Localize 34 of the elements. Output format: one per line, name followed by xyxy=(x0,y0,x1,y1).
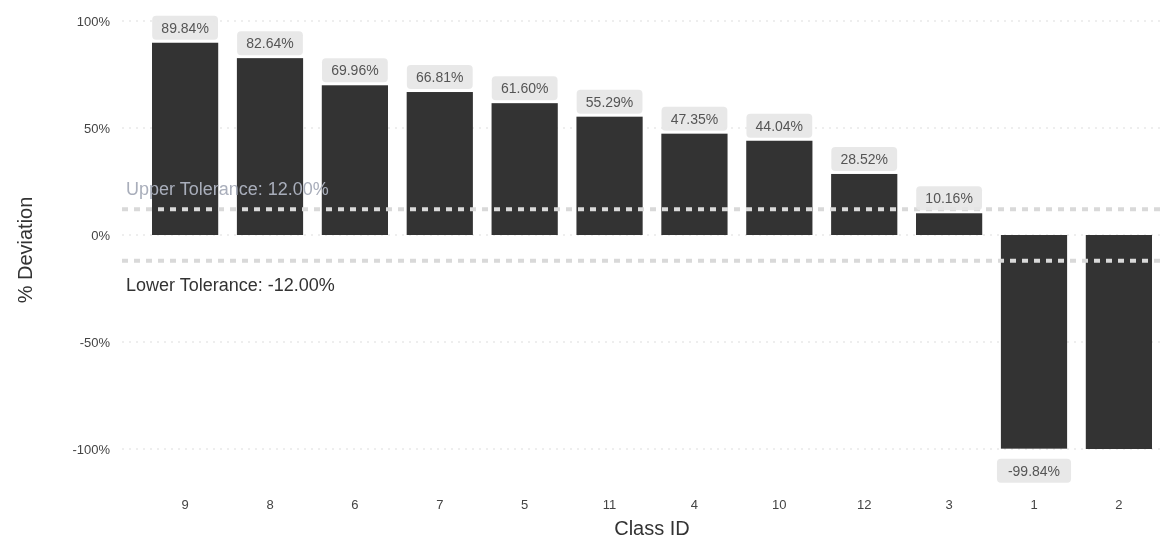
x-tick-label: 12 xyxy=(856,497,872,512)
x-tick-label: 3 xyxy=(945,497,953,512)
y-axis-title: % Deviation xyxy=(14,196,36,304)
y-tick-label: -100% xyxy=(72,441,111,457)
x-axis-title: Class ID xyxy=(614,517,690,539)
x-tick-label: 5 xyxy=(521,497,529,512)
data-label: 82.64% xyxy=(246,35,294,52)
ref-line-label: Lower Tolerance: -12.00% xyxy=(126,274,335,295)
data-label: -99.84% xyxy=(1007,462,1061,479)
data-label: 89.84% xyxy=(161,19,209,36)
y-tick-label: 50% xyxy=(83,120,111,136)
x-tick-label: 7 xyxy=(436,497,444,512)
x-tick-label: 6 xyxy=(351,497,359,512)
data-label: 44.04% xyxy=(755,117,804,134)
bar xyxy=(1000,235,1068,449)
data-label: 47.35% xyxy=(670,110,719,127)
y-tick-label: -50% xyxy=(79,334,111,350)
data-label: 69.96% xyxy=(331,62,379,79)
data-label: 55.29% xyxy=(585,93,634,110)
data-label: 28.52% xyxy=(840,150,888,167)
y-tick-label: 100% xyxy=(76,13,111,29)
x-tick-label: 9 xyxy=(181,497,189,512)
bar xyxy=(1085,235,1152,449)
x-tick-label: 4 xyxy=(690,497,699,512)
x-tick-label: 1 xyxy=(1030,497,1038,512)
x-tick-label: 10 xyxy=(772,497,787,512)
x-tick-label: 8 xyxy=(266,497,274,512)
data-label: 10.16% xyxy=(925,190,973,207)
y-tick-label: 0% xyxy=(91,227,111,243)
data-label: 66.81% xyxy=(416,68,464,85)
data-label: 61.60% xyxy=(500,80,549,97)
x-tick-label: 11 xyxy=(602,497,617,512)
bar xyxy=(406,92,473,235)
x-tick-label: 2 xyxy=(1115,497,1123,512)
